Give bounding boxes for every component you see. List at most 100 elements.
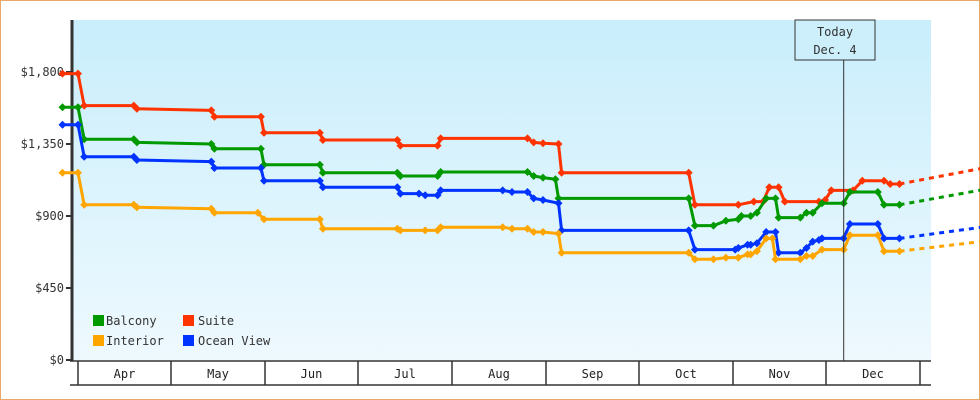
data-point-marker[interactable]	[771, 228, 780, 236]
data-point-marker[interactable]	[684, 168, 693, 177]
data-point-marker[interactable]	[774, 213, 783, 222]
data-point-marker[interactable]	[554, 140, 563, 148]
data-point-marker[interactable]	[523, 188, 532, 196]
data-point-marker[interactable]	[880, 200, 888, 209]
data-point-marker[interactable]	[315, 176, 324, 185]
data-point-marker[interactable]	[554, 229, 563, 238]
data-point-marker[interactable]	[796, 248, 805, 257]
data-point-marker[interactable]	[529, 194, 538, 203]
data-point-marker[interactable]	[895, 200, 904, 209]
legend-item-suite[interactable]: Suite	[183, 314, 234, 328]
data-point-marker[interactable]	[551, 175, 560, 184]
data-point-marker[interactable]	[393, 136, 402, 144]
data-point-marker[interactable]	[734, 253, 743, 262]
data-point-marker[interactable]	[808, 237, 817, 246]
data-point-marker[interactable]	[260, 215, 268, 224]
data-point-marker[interactable]	[260, 176, 268, 185]
legend-item-balcony[interactable]: Balcony	[93, 314, 157, 328]
data-point-marker[interactable]	[523, 134, 532, 143]
data-point-marker[interactable]	[768, 234, 777, 243]
data-point-marker[interactable]	[315, 160, 324, 169]
data-point-marker[interactable]	[74, 120, 82, 129]
data-point-marker[interactable]	[539, 139, 547, 148]
data-point-marker[interactable]	[880, 247, 888, 256]
data-point-marker[interactable]	[895, 234, 904, 243]
data-point-marker[interactable]	[508, 188, 516, 196]
data-point-marker[interactable]	[737, 212, 746, 220]
data-point-marker[interactable]	[210, 144, 219, 153]
data-point-marker[interactable]	[498, 186, 507, 195]
data-point-marker[interactable]	[690, 245, 699, 254]
data-point-marker[interactable]	[771, 255, 780, 264]
data-point-marker[interactable]	[523, 168, 532, 176]
data-point-marker[interactable]	[752, 208, 761, 217]
data-point-marker[interactable]	[690, 255, 699, 264]
data-point-marker[interactable]	[210, 164, 219, 172]
data-point-marker[interactable]	[557, 248, 566, 257]
data-point-marker[interactable]	[318, 224, 327, 233]
data-point-marker[interactable]	[796, 255, 805, 264]
data-point-marker[interactable]	[709, 255, 718, 264]
data-point-marker[interactable]	[765, 183, 774, 192]
data-point-marker[interactable]	[396, 226, 405, 235]
data-point-marker[interactable]	[74, 69, 82, 78]
data-point-marker[interactable]	[808, 208, 817, 217]
data-point-marker[interactable]	[318, 183, 327, 192]
data-point-marker[interactable]	[880, 176, 888, 185]
data-point-marker[interactable]	[315, 128, 324, 137]
data-point-marker[interactable]	[771, 194, 780, 203]
data-point-marker[interactable]	[886, 180, 895, 188]
data-point-marker[interactable]	[818, 199, 826, 208]
data-point-marker[interactable]	[873, 220, 882, 228]
legend-item-interior[interactable]: Interior	[93, 334, 164, 348]
data-point-marker[interactable]	[256, 144, 265, 153]
data-point-marker[interactable]	[752, 239, 761, 248]
data-point-marker[interactable]	[762, 228, 771, 236]
data-point-marker[interactable]	[58, 69, 67, 78]
data-point-marker[interactable]	[796, 213, 805, 222]
data-point-marker[interactable]	[845, 220, 854, 228]
data-point-marker[interactable]	[880, 234, 888, 243]
data-point-marker[interactable]	[752, 247, 761, 256]
legend-item-ocean-view[interactable]: Ocean View	[183, 334, 271, 348]
data-point-marker[interactable]	[393, 183, 402, 192]
data-point-marker[interactable]	[818, 245, 826, 254]
data-point-marker[interactable]	[554, 199, 563, 208]
data-point-marker[interactable]	[709, 221, 718, 230]
data-point-marker[interactable]	[436, 223, 445, 232]
data-point-marker[interactable]	[762, 234, 771, 243]
data-point-marker[interactable]	[436, 168, 445, 176]
data-point-marker[interactable]	[436, 186, 445, 195]
data-point-marker[interactable]	[749, 197, 758, 206]
data-point-marker[interactable]	[895, 247, 904, 256]
data-point-marker[interactable]	[132, 156, 141, 164]
data-point-marker[interactable]	[873, 188, 882, 196]
data-point-marker[interactable]	[421, 226, 430, 235]
data-point-marker[interactable]	[80, 200, 89, 209]
data-point-marker[interactable]	[58, 168, 67, 177]
data-point-marker[interactable]	[734, 244, 743, 252]
data-point-marker[interactable]	[557, 168, 566, 177]
data-point-marker[interactable]	[132, 104, 141, 113]
data-point-marker[interactable]	[396, 141, 405, 150]
data-point-marker[interactable]	[780, 197, 789, 206]
data-point-marker[interactable]	[690, 221, 699, 230]
data-point-marker[interactable]	[721, 253, 730, 262]
data-point-marker[interactable]	[498, 223, 507, 232]
data-point-marker[interactable]	[256, 164, 265, 172]
data-point-marker[interactable]	[684, 248, 693, 257]
data-point-marker[interactable]	[845, 231, 854, 240]
data-point-marker[interactable]	[396, 172, 405, 180]
data-point-marker[interactable]	[253, 208, 262, 217]
data-point-marker[interactable]	[58, 120, 67, 129]
data-point-marker[interactable]	[762, 194, 771, 203]
data-point-marker[interactable]	[529, 228, 538, 236]
data-point-marker[interactable]	[734, 200, 743, 209]
data-point-marker[interactable]	[523, 224, 532, 233]
data-point-marker[interactable]	[132, 138, 141, 147]
data-point-marker[interactable]	[690, 200, 699, 209]
data-point-marker[interactable]	[873, 231, 882, 240]
data-point-marker[interactable]	[433, 141, 442, 150]
data-point-marker[interactable]	[256, 112, 265, 121]
data-point-marker[interactable]	[80, 152, 89, 161]
